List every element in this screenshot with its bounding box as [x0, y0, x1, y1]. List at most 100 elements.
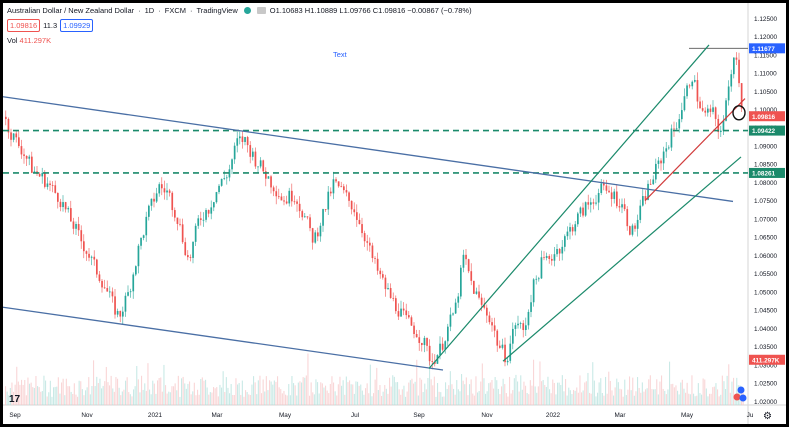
uptrend-channel-upper[interactable] [428, 44, 710, 369]
text-annotation[interactable]: Text [333, 50, 347, 59]
gear-icon[interactable]: ⚙ [763, 411, 772, 422]
candle-body [114, 296, 116, 315]
candle-body [564, 236, 566, 247]
candle-body [345, 190, 348, 193]
candle-body [343, 186, 345, 191]
downtrend-lower-line[interactable] [3, 306, 444, 371]
red-trend-line[interactable] [644, 98, 746, 202]
candle-body [431, 361, 434, 362]
volume-bar [121, 391, 123, 405]
candle-body [460, 267, 462, 297]
interval[interactable]: 1D [144, 6, 155, 15]
volume-bar [131, 396, 133, 405]
candle-body [361, 224, 363, 234]
symbol-name[interactable]: Australian Dollar / New Zealand Dollar [7, 6, 135, 15]
volume-bar [158, 377, 160, 405]
volume-bar [501, 386, 503, 405]
volume-bar [521, 389, 523, 405]
chart-frame[interactable]: 1.12500 1.12000 1.11500 1.11000 1.10500 1.100… [3, 3, 786, 424]
candle-body [239, 136, 241, 139]
tradingview-logo-icon: 17 [9, 394, 21, 405]
nav-dot-icon[interactable] [733, 393, 741, 401]
volume-bar [720, 394, 722, 405]
candle-body [415, 334, 418, 338]
volume-bar [478, 390, 480, 405]
volume-bar [712, 387, 714, 405]
candle-body [356, 212, 358, 220]
volume-bar [598, 382, 600, 405]
downtrend-upper-line[interactable] [3, 96, 734, 203]
candle-body [62, 202, 64, 208]
volume-bar [632, 377, 634, 405]
volume-bar [342, 380, 344, 405]
candle-body [376, 258, 379, 271]
nav-dot-icon[interactable] [739, 394, 747, 402]
volume-bar [254, 382, 256, 405]
volume-bar [717, 389, 719, 405]
volume-bar [184, 383, 186, 405]
candle-body [233, 145, 236, 160]
candle-body [83, 241, 85, 252]
candle-body [634, 225, 636, 229]
price-tick-label: 1.02500 [754, 381, 778, 388]
volume-bar [309, 395, 311, 405]
volume-bar [270, 381, 272, 405]
volume-bar [152, 380, 154, 405]
volume-bar [541, 381, 543, 405]
price-label-badge [749, 43, 785, 54]
candle-body [280, 196, 283, 201]
volume-bar [646, 388, 648, 405]
candle-body [80, 230, 83, 242]
candle-body [709, 108, 712, 112]
volume-bar [253, 376, 255, 405]
candle-body [119, 310, 122, 317]
buy-button[interactable]: 1.09929 [60, 19, 94, 32]
volume-bar [334, 391, 336, 405]
volume-bar [685, 392, 687, 405]
volume-bar [80, 381, 82, 405]
candle-body [64, 202, 67, 210]
header-options-icon[interactable] [256, 7, 266, 14]
volume-bar [536, 392, 538, 405]
candle-body [556, 248, 558, 255]
volume-bar [397, 382, 399, 405]
spread-value: 11.3 [43, 21, 58, 30]
circle-annotation[interactable] [732, 105, 746, 121]
volume-bar [565, 379, 567, 405]
candle-body [478, 291, 480, 298]
candle-body [694, 80, 696, 82]
candle-body [623, 204, 626, 210]
candle-body [332, 179, 335, 194]
volume-bar [93, 360, 95, 405]
candle-body [655, 163, 657, 180]
volume-bar [613, 395, 615, 405]
candle-body [215, 192, 218, 203]
candle-body [413, 325, 415, 335]
volume-bar [453, 388, 455, 405]
volume-bar [718, 396, 720, 405]
price-label-text: 411.297K [752, 357, 780, 364]
nav-dot-icon[interactable] [737, 386, 745, 394]
uptrend-channel-lower[interactable] [502, 156, 742, 362]
volume-bar [533, 359, 535, 405]
price-chart[interactable]: 1.12500 1.12000 1.11500 1.11000 1.10500 1.100… [3, 3, 786, 424]
sell-button[interactable]: 1.09816 [7, 19, 41, 32]
candle-body [525, 325, 527, 331]
volume-bar [358, 385, 360, 405]
volume-bar [489, 382, 491, 405]
volume-bar [86, 387, 88, 405]
volume-bar [235, 378, 237, 405]
volume-bar [443, 396, 445, 405]
volume-bar [163, 364, 165, 405]
volume-bar [224, 391, 226, 405]
time-tick-label: Mar [211, 412, 223, 419]
candle-body [324, 209, 327, 210]
volume-bar [49, 380, 51, 405]
volume-bar [5, 386, 7, 405]
volume-bar [448, 385, 450, 405]
volume-bar [534, 386, 536, 405]
volume-bar [273, 380, 275, 405]
volume-bar [413, 383, 415, 405]
time-tick-label: 2022 [546, 412, 561, 419]
candle-body [374, 258, 376, 259]
